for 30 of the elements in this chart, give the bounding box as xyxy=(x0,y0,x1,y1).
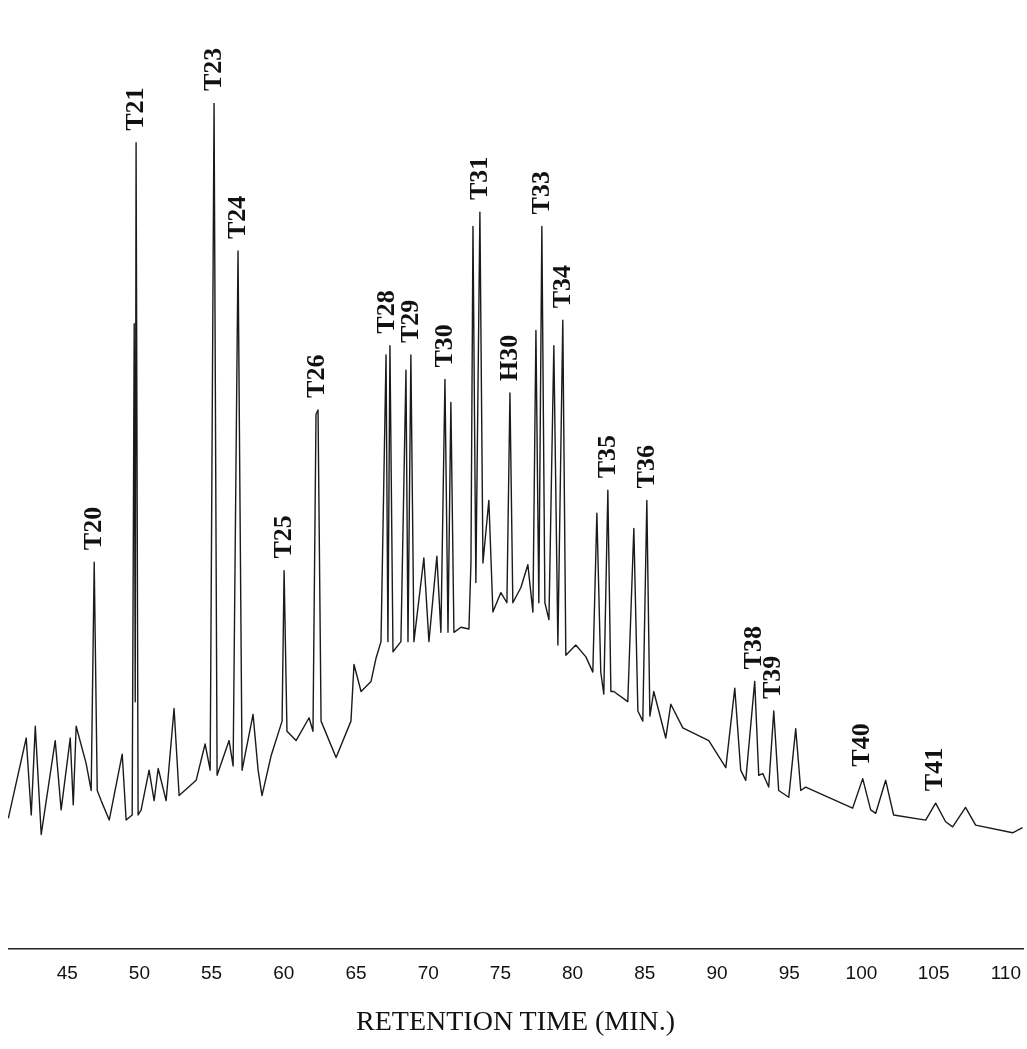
annotation: T34 xyxy=(546,264,576,309)
x-tick-label: 70 xyxy=(417,962,439,984)
annotation: T21 xyxy=(119,87,149,131)
x-tick-label: 105 xyxy=(917,962,950,984)
x-tick-label: 90 xyxy=(706,962,728,984)
annotation: T30 xyxy=(428,324,458,368)
annotation: H30 xyxy=(493,334,523,382)
x-tick-label: 80 xyxy=(562,962,584,984)
x-tick-label: 95 xyxy=(778,962,800,984)
annotation: T31 xyxy=(463,156,493,201)
annotation: T20 xyxy=(77,506,107,551)
x-tick-label: 110 xyxy=(990,962,1021,984)
annotation: T35 xyxy=(591,434,621,479)
annotation: T40 xyxy=(846,723,876,767)
annotation: T25 xyxy=(267,515,297,559)
annotation: T26 xyxy=(300,354,330,398)
annotation: T36 xyxy=(630,445,660,489)
x-tick-label: 55 xyxy=(201,962,223,984)
x-axis-title: RETENTION TIME (MIN.) xyxy=(356,1004,676,1036)
x-tick-label: 50 xyxy=(128,962,150,984)
x-tick-label: 85 xyxy=(634,962,656,984)
annotation: T24 xyxy=(221,195,251,239)
annotation: T33 xyxy=(525,171,555,215)
x-tick-label: 45 xyxy=(56,962,78,984)
annotation: T23 xyxy=(197,47,227,91)
annotation: T41 xyxy=(919,747,949,792)
x-tick-label: 100 xyxy=(845,962,878,984)
x-tick-label: 65 xyxy=(345,962,367,984)
x-tick-label: 60 xyxy=(273,962,295,984)
x-tick-label: 75 xyxy=(489,962,511,984)
